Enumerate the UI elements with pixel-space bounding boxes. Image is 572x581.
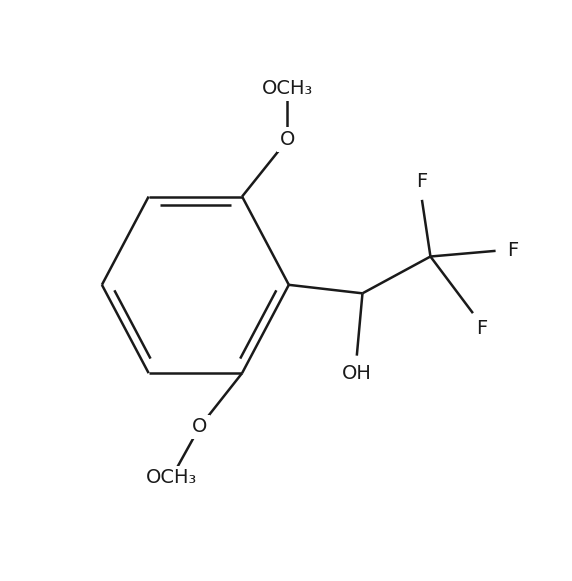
Text: F: F — [416, 173, 428, 191]
Text: O: O — [192, 417, 207, 436]
Text: OH: OH — [342, 364, 372, 383]
Text: OCH₃: OCH₃ — [262, 80, 313, 98]
Text: F: F — [476, 319, 487, 338]
Text: OCH₃: OCH₃ — [146, 468, 197, 487]
Text: O: O — [280, 130, 295, 149]
Text: F: F — [507, 241, 518, 260]
